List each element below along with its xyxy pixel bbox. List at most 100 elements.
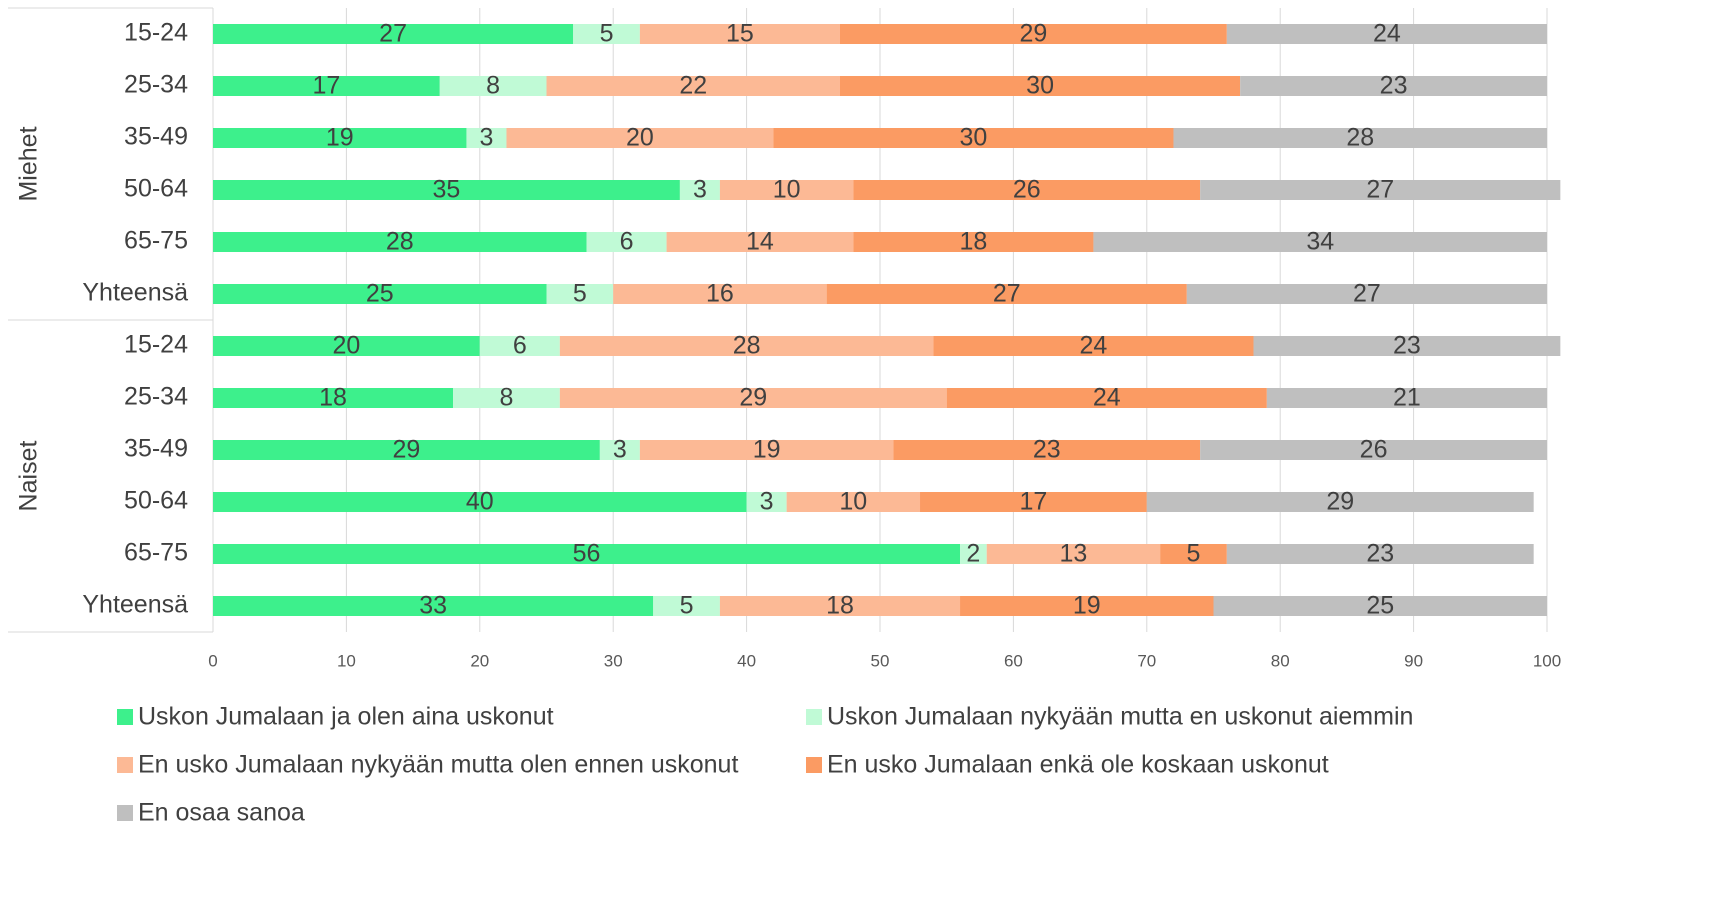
bar-segment	[213, 232, 587, 252]
category-label: 50-64	[124, 487, 188, 515]
bar-segment	[213, 492, 747, 512]
x-tick-label: 90	[1404, 651, 1423, 670]
data-label: 5	[573, 280, 587, 308]
data-label: 15	[726, 20, 754, 48]
bar-segment	[439, 76, 547, 96]
bar-segment	[853, 180, 1201, 200]
bar-segment	[933, 336, 1254, 356]
category-label: 25-34	[124, 383, 188, 411]
data-label: 3	[480, 124, 494, 152]
bar-segment	[1226, 544, 1534, 564]
data-label: 34	[1306, 228, 1334, 256]
data-label: 19	[326, 124, 354, 152]
data-label: 30	[1026, 72, 1054, 100]
category-label: Yhteensä	[82, 279, 188, 307]
bar-segment	[213, 544, 961, 564]
bar-segment	[586, 232, 667, 252]
bar-segment	[746, 492, 787, 512]
bar-segment	[479, 336, 560, 356]
data-label: 20	[332, 332, 360, 360]
data-label: 22	[679, 72, 707, 100]
data-label: 5	[600, 20, 614, 48]
data-label: 35	[433, 176, 461, 204]
data-label: 26	[1013, 176, 1041, 204]
data-label: 27	[379, 20, 407, 48]
category-label: 15-24	[124, 19, 188, 47]
bar-segment	[960, 596, 1214, 616]
data-label: 3	[760, 488, 774, 516]
data-label: 3	[693, 176, 707, 204]
legend-label: Uskon Jumalaan ja olen aina uskonut	[138, 703, 554, 731]
data-label: 17	[312, 72, 340, 100]
bar-segment	[613, 284, 827, 304]
bar-segment	[213, 596, 654, 616]
bar-segment	[1160, 544, 1227, 564]
legend-label: En osaa sanoa	[138, 799, 305, 827]
bar-segment	[213, 440, 600, 460]
bar-segment	[853, 232, 1094, 252]
x-tick-label: 60	[1004, 651, 1023, 670]
data-label: 18	[319, 384, 347, 412]
bar-segment	[1266, 388, 1547, 408]
bar-segment	[559, 336, 934, 356]
x-tick-label: 0	[208, 651, 217, 670]
bar-segment	[1173, 128, 1547, 148]
bar-segment	[1253, 336, 1561, 356]
bar-segment	[1200, 440, 1547, 460]
group-label: Naiset	[15, 441, 43, 512]
data-label: 10	[773, 176, 801, 204]
category-label: 15-24	[124, 331, 188, 359]
bar-segment	[1226, 24, 1547, 44]
data-label: 17	[1020, 488, 1048, 516]
bar-segment	[546, 284, 614, 304]
bar-segment	[1146, 492, 1534, 512]
data-label: 27	[1366, 176, 1394, 204]
data-label: 5	[680, 592, 694, 620]
bar-segment	[213, 388, 454, 408]
bar-segment	[546, 76, 840, 96]
category-label: 65-75	[124, 539, 188, 567]
legend-swatch	[806, 757, 822, 773]
bar-segment	[466, 128, 507, 148]
bar-segment	[1240, 76, 1547, 96]
data-label: 21	[1393, 384, 1421, 412]
bar-segment	[719, 596, 961, 616]
legend-label: Uskon Jumalaan nykyään mutta en uskonut …	[827, 703, 1413, 731]
data-label: 23	[1366, 540, 1394, 568]
data-label: 24	[1080, 332, 1108, 360]
data-label: 29	[1020, 20, 1048, 48]
data-label: 2	[966, 540, 980, 568]
data-label: 5	[1187, 540, 1201, 568]
data-label: 56	[573, 540, 601, 568]
data-label: 24	[1373, 20, 1401, 48]
data-label: 20	[626, 124, 654, 152]
data-label: 6	[513, 332, 527, 360]
data-label: 14	[746, 228, 774, 256]
x-tick-label: 50	[871, 651, 890, 670]
data-label: 27	[993, 280, 1021, 308]
data-label: 19	[1073, 592, 1101, 620]
group-label: Miehet	[15, 126, 43, 201]
legend-swatch	[117, 805, 133, 821]
data-label: 28	[386, 228, 414, 256]
data-label: 3	[613, 436, 627, 464]
bar-segment	[1213, 596, 1547, 616]
bar-segment	[453, 388, 560, 408]
data-label: 28	[1346, 124, 1374, 152]
bar-segment	[506, 128, 774, 148]
x-tick-label: 80	[1271, 651, 1290, 670]
bar-segment	[946, 388, 1267, 408]
data-label: 29	[1326, 488, 1354, 516]
x-tick-label: 30	[604, 651, 623, 670]
data-label: 6	[620, 228, 634, 256]
category-label: 35-49	[124, 435, 188, 463]
x-tick-label: 20	[470, 651, 489, 670]
bar-segment	[573, 24, 640, 44]
legend-swatch	[117, 757, 133, 773]
bar-segment	[213, 128, 467, 148]
legend-swatch	[117, 709, 133, 725]
bar-segment	[599, 440, 640, 460]
category-label: 25-34	[124, 71, 188, 99]
data-label: 23	[1033, 436, 1061, 464]
